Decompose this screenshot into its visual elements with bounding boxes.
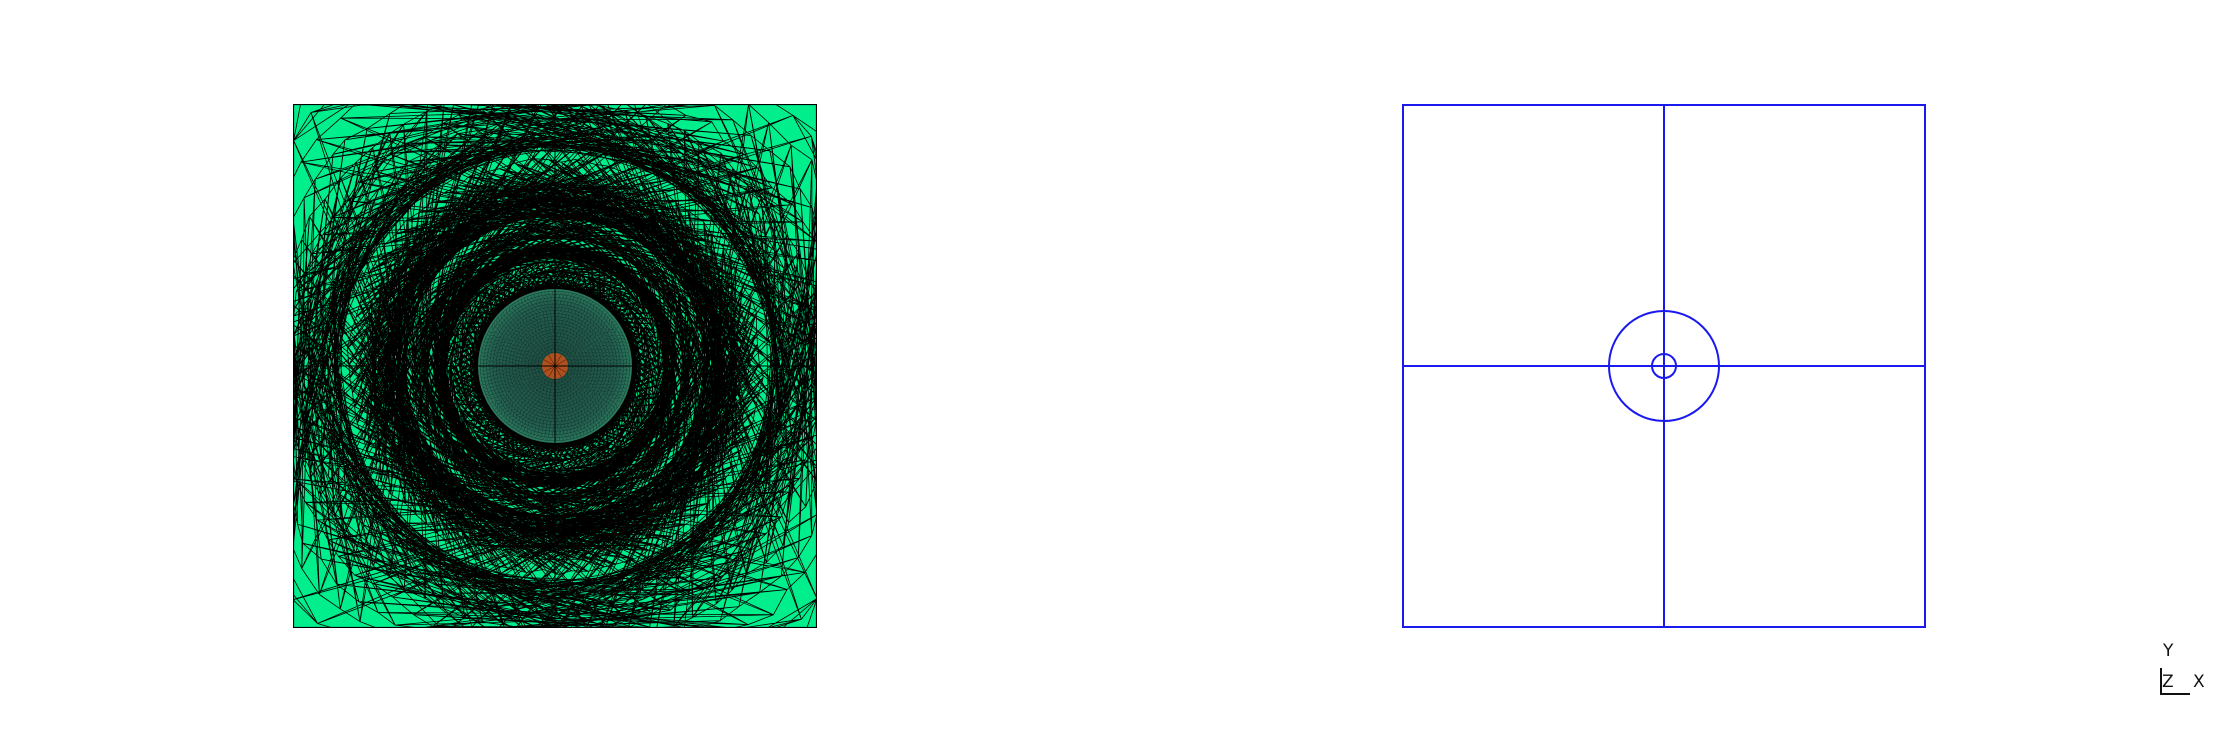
axis-y-line: [2160, 668, 2162, 694]
mesh-view: [293, 104, 817, 628]
geometry-inner-circle: [1651, 353, 1677, 379]
axis-triad: Y Z X: [2150, 640, 2210, 700]
axis-z-label: Z: [2162, 672, 2174, 692]
axis-x-label: X: [2193, 672, 2205, 692]
geometry-outer-circle: [1608, 310, 1720, 422]
axis-x-line: [2160, 693, 2190, 695]
geometry-view: [1402, 104, 1926, 628]
mesh-inner-edges: [479, 290, 631, 442]
mesh-border: [293, 104, 817, 628]
axis-y-label: Y: [2163, 641, 2174, 661]
